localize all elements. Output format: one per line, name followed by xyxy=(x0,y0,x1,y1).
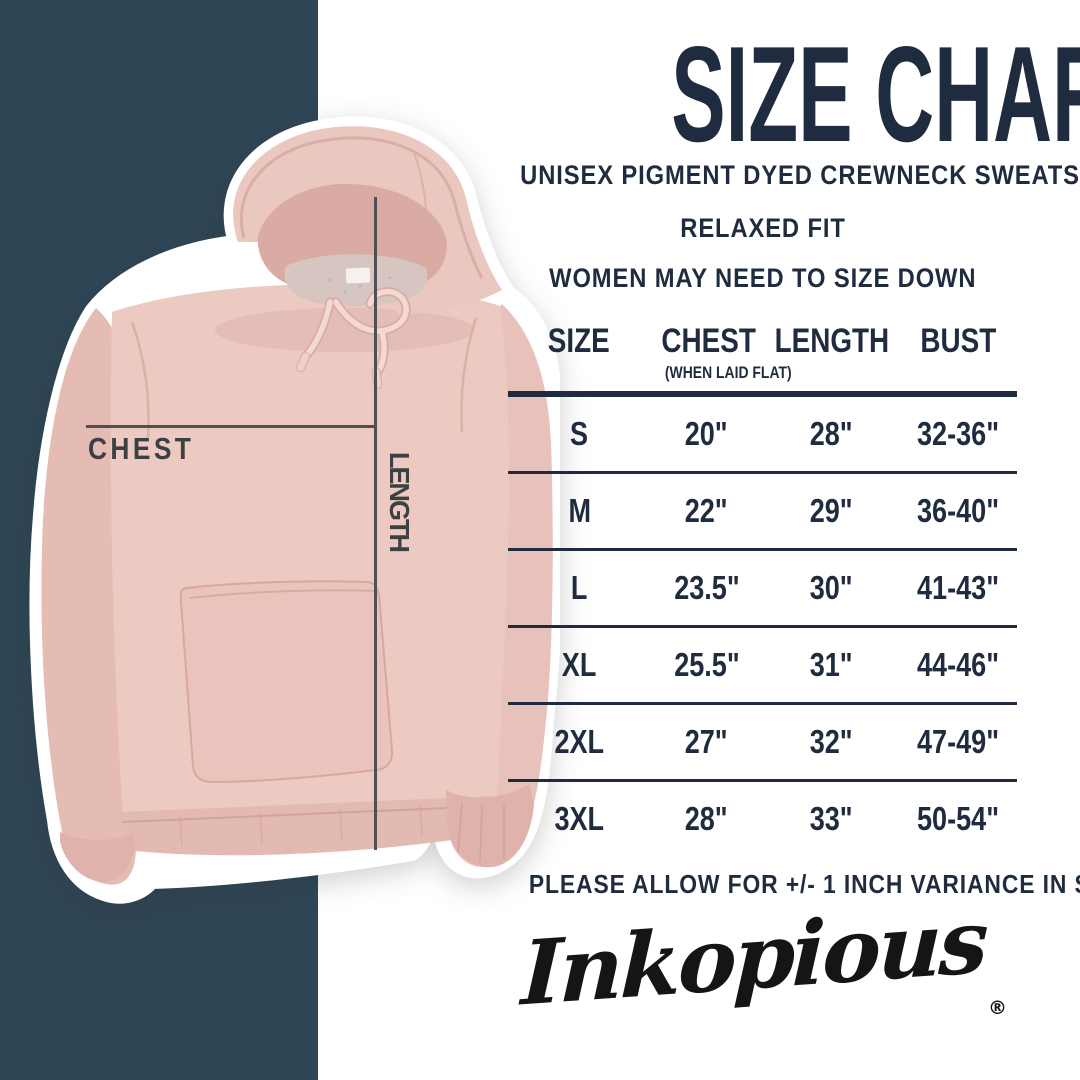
page-title: SIZE CHART xyxy=(671,18,1080,170)
size-table: SIZE CHEST LENGTH BUST (WHEN LAID FLAT) … xyxy=(508,322,1017,856)
table-header-row: SIZE CHEST LENGTH BUST (WHEN LAID FLAT) xyxy=(508,322,1017,383)
brand-logo: Inkopious® xyxy=(508,889,1018,1026)
hoodie-illustration xyxy=(29,116,565,904)
cell-length: 33" xyxy=(809,800,853,837)
table-row: M 22" 29" 36-40" xyxy=(508,474,1017,548)
cell-chest: 25.5" xyxy=(673,646,740,683)
brand-name: Inkopious xyxy=(519,888,988,1026)
table-rule xyxy=(508,779,1017,782)
cell-length: 31" xyxy=(809,646,853,683)
length-measure-line xyxy=(374,197,377,850)
cell-size: S xyxy=(570,415,589,452)
cell-bust: 32-36" xyxy=(917,415,1000,452)
table-rule-thick xyxy=(508,391,1017,397)
subtitle-product: UNISEX PIGMENT DYED CREWNECK SWEATSHIRT xyxy=(520,160,1080,190)
product-photo xyxy=(0,90,565,905)
cell-size: XL xyxy=(561,646,597,683)
cell-bust: 50-54" xyxy=(917,800,1000,837)
cell-bust: 44-46" xyxy=(917,646,1000,683)
chest-note: (WHEN LAID FLAT) xyxy=(664,363,792,382)
table-row: 3XL 28" 33" 50-54" xyxy=(508,782,1017,856)
col-header-size: SIZE xyxy=(548,322,611,360)
col-header-length: LENGTH xyxy=(775,322,890,360)
length-measure-label: LENGTH xyxy=(384,452,415,551)
cell-chest: 22" xyxy=(685,492,728,529)
cell-length: 32" xyxy=(809,723,853,760)
table-row: S 20" 28" 32-36" xyxy=(508,397,1017,471)
cell-chest: 20" xyxy=(685,415,728,452)
cell-size: 3XL xyxy=(554,800,605,837)
cell-length: 30" xyxy=(809,569,853,606)
col-header-chest: CHEST xyxy=(660,322,756,360)
cell-chest: 28" xyxy=(685,800,728,837)
table-rule xyxy=(508,625,1017,628)
cell-size: L xyxy=(570,569,588,606)
cell-bust: 36-40" xyxy=(917,492,1000,529)
table-row: 2XL 27" 32" 47-49" xyxy=(508,705,1017,779)
col-header-bust: BUST xyxy=(920,322,997,360)
cell-chest: 23.5" xyxy=(673,569,740,606)
cell-bust: 47-49" xyxy=(917,723,1000,760)
cell-size: 2XL xyxy=(554,723,605,760)
chest-measure-label: CHEST xyxy=(88,431,195,466)
cell-length: 28" xyxy=(809,415,853,452)
variance-note: PLEASE ALLOW FOR +/- 1 INCH VARIANCE IN … xyxy=(528,869,1080,899)
table-rule xyxy=(508,548,1017,551)
table-rule xyxy=(508,702,1017,705)
cell-size: M xyxy=(567,492,591,529)
cell-bust: 41-43" xyxy=(917,569,1000,606)
subtitle-sizing-advice: WOMEN MAY NEED TO SIZE DOWN xyxy=(549,263,977,293)
cell-chest: 27" xyxy=(685,723,728,760)
chest-measure-line xyxy=(86,425,376,428)
table-row: XL 25.5" 31" 44-46" xyxy=(508,628,1017,702)
subtitle-fit: RELAXED FIT xyxy=(680,213,846,243)
registered-trademark-icon: ® xyxy=(988,997,1007,1019)
table-row: L 23.5" 30" 41-43" xyxy=(508,551,1017,625)
table-rule xyxy=(508,471,1017,474)
cell-length: 29" xyxy=(809,492,853,529)
